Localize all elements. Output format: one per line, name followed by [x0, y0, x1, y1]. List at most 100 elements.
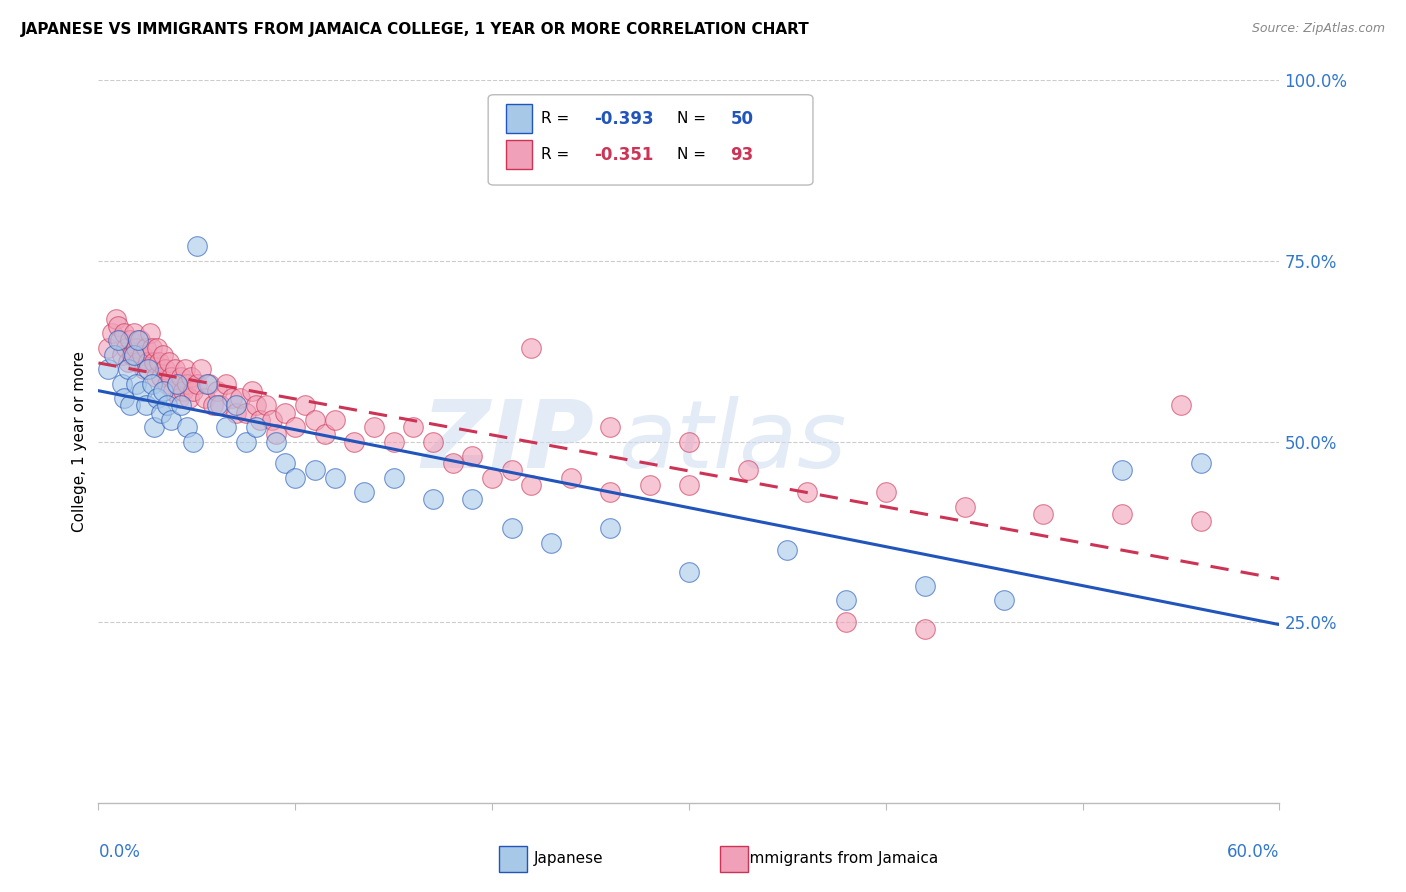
Point — [235, 434, 257, 449]
Point — [157, 355, 180, 369]
Text: -0.393: -0.393 — [595, 110, 654, 128]
Point — [176, 376, 198, 391]
Point — [181, 384, 204, 398]
Point — [172, 384, 194, 398]
Point — [111, 376, 134, 391]
Point — [461, 492, 484, 507]
Point — [260, 413, 283, 427]
Point — [122, 348, 145, 362]
Text: -0.351: -0.351 — [595, 145, 654, 164]
Point — [520, 478, 543, 492]
Point — [101, 326, 124, 340]
Point — [127, 334, 149, 348]
Point — [501, 463, 523, 477]
Point — [205, 384, 228, 398]
Text: N =: N = — [678, 147, 711, 162]
Point — [209, 398, 232, 412]
Text: 0.0%: 0.0% — [98, 843, 141, 861]
Point — [229, 391, 252, 405]
Point — [131, 384, 153, 398]
Point — [156, 398, 179, 412]
Point — [174, 362, 197, 376]
Point — [108, 334, 131, 348]
Point — [197, 376, 219, 391]
Point — [146, 391, 169, 405]
Point — [304, 413, 326, 427]
Point — [121, 348, 143, 362]
Text: R =: R = — [541, 147, 575, 162]
Point — [284, 470, 307, 484]
Point — [160, 369, 183, 384]
Point — [155, 362, 177, 376]
Point — [201, 398, 224, 412]
Point — [796, 485, 818, 500]
Y-axis label: College, 1 year or more: College, 1 year or more — [72, 351, 87, 532]
Point — [264, 427, 287, 442]
Point — [150, 406, 173, 420]
Point — [481, 470, 503, 484]
Point — [138, 326, 160, 340]
Point — [363, 420, 385, 434]
Point — [1189, 514, 1212, 528]
Point — [225, 406, 247, 420]
Point — [1189, 456, 1212, 470]
Point — [638, 478, 661, 492]
Point — [225, 398, 247, 412]
Point — [294, 398, 316, 412]
Point — [599, 420, 621, 434]
Point — [993, 593, 1015, 607]
Point — [599, 521, 621, 535]
Point — [422, 492, 444, 507]
Point — [215, 420, 238, 434]
Point — [1032, 507, 1054, 521]
Point — [1170, 398, 1192, 412]
Point — [103, 348, 125, 362]
Point — [914, 623, 936, 637]
Point — [245, 398, 267, 412]
Point — [112, 391, 135, 405]
Point — [382, 434, 405, 449]
Point — [166, 376, 188, 391]
Point — [156, 376, 179, 391]
Point — [162, 384, 184, 398]
Point — [190, 362, 212, 376]
Point — [186, 239, 208, 253]
Point — [249, 413, 271, 427]
Point — [1111, 507, 1133, 521]
Point — [205, 398, 228, 412]
Point — [520, 341, 543, 355]
Point — [195, 376, 218, 391]
Text: JAPANESE VS IMMIGRANTS FROM JAMAICA COLLEGE, 1 YEAR OR MORE CORRELATION CHART: JAPANESE VS IMMIGRANTS FROM JAMAICA COLL… — [21, 22, 810, 37]
Point — [141, 341, 163, 355]
Point — [176, 420, 198, 434]
Point — [118, 334, 141, 348]
Point — [118, 398, 141, 412]
Point — [540, 535, 562, 549]
Point — [215, 376, 238, 391]
Text: Immigrants from Jamaica: Immigrants from Jamaica — [745, 851, 938, 865]
Point — [678, 434, 700, 449]
Point — [180, 369, 202, 384]
Point — [382, 470, 405, 484]
Point — [97, 341, 120, 355]
Point — [678, 478, 700, 492]
Point — [353, 485, 375, 500]
Point — [112, 326, 135, 340]
Point — [1111, 463, 1133, 477]
Point — [146, 341, 169, 355]
Point — [835, 593, 858, 607]
Point — [461, 449, 484, 463]
Point — [422, 434, 444, 449]
Point — [304, 463, 326, 477]
Point — [314, 427, 336, 442]
Point — [323, 470, 346, 484]
Point — [274, 456, 297, 470]
Point — [142, 355, 165, 369]
Point — [284, 420, 307, 434]
Point — [194, 391, 217, 405]
Point — [441, 456, 464, 470]
Point — [737, 463, 759, 477]
Point — [177, 391, 200, 405]
Point — [125, 341, 148, 355]
Point — [132, 362, 155, 376]
